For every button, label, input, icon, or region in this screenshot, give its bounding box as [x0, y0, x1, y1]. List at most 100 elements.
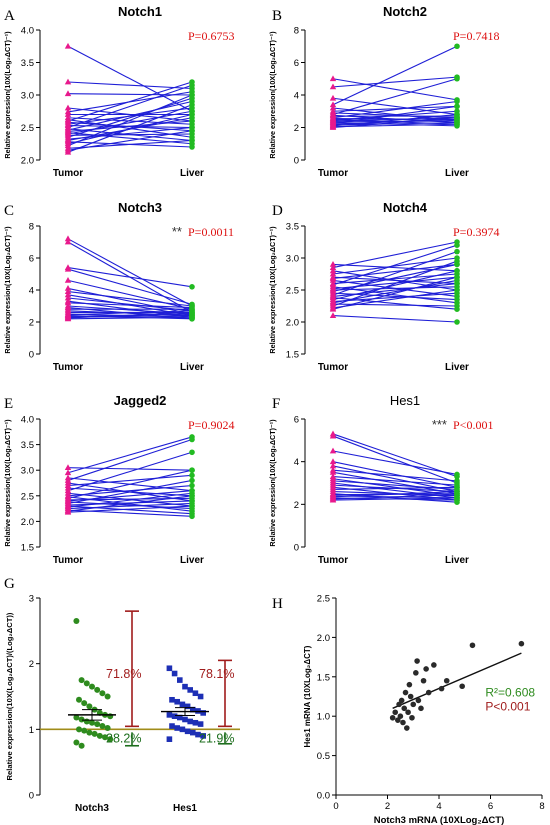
tumor-point: [64, 277, 72, 283]
liver-point: [189, 284, 195, 290]
y-tick-label: 4.0: [21, 415, 34, 426]
notch3-point: [99, 690, 106, 697]
pair-line: [67, 492, 193, 508]
liver-point: [189, 467, 195, 474]
pair-line: [67, 505, 193, 513]
liver-point: [189, 92, 195, 98]
pair-line: [332, 100, 458, 119]
y-tick-label: 1.0: [317, 712, 330, 723]
pair-line: [332, 450, 458, 476]
notch3-point: [78, 742, 85, 749]
y-tick-label: 3.5: [286, 222, 299, 233]
x-category-label: Hes1: [173, 803, 197, 814]
y-axis-label: Relative expression(10X(Log₂ΔCT)⁻¹): [3, 419, 12, 547]
x-category-label: Liver: [180, 362, 204, 373]
pair-line: [332, 117, 458, 129]
tumor-point: [64, 265, 72, 272]
tumor-point: [64, 508, 72, 515]
data-point: [410, 701, 417, 708]
hes1-point: [197, 693, 204, 700]
hes1-point: [166, 736, 173, 742]
y-axis-label: Relative expression(10X(Log₂ΔCT)⁻¹): [3, 31, 12, 159]
notch3-point: [89, 683, 95, 690]
p-value-label: P=0.0011: [188, 225, 234, 239]
liver-point: [454, 471, 460, 478]
y-tick-label: 1.5: [286, 350, 299, 361]
x-category-label: Tumor: [318, 555, 348, 566]
x-category-label: Liver: [180, 555, 204, 566]
tumor-point: [329, 101, 337, 108]
pair-line: [332, 45, 458, 106]
notch3-point: [81, 727, 88, 734]
r-squared-label: R²=0.608: [485, 686, 535, 700]
y-tick-label: 4: [29, 286, 34, 297]
liver-point: [454, 287, 460, 293]
hes1-point: [190, 729, 196, 736]
liver-point: [189, 449, 195, 456]
y-tick-label: 2.5: [21, 123, 34, 134]
y-tick-label: 4.0: [21, 26, 34, 37]
tumor-point: [64, 78, 72, 85]
x-category-label: Tumor: [53, 555, 83, 566]
liver-point: [189, 472, 195, 479]
tumor-point: [329, 264, 337, 270]
hes1-point: [190, 706, 196, 713]
x-axis-label: Notch3 mRNA (10XLog₂ΔCT): [374, 815, 505, 825]
pair-line: [332, 241, 458, 269]
pct-below-label: 28.2%: [106, 731, 141, 745]
notch3-point: [76, 726, 82, 733]
y-tick-label: 2.0: [317, 633, 330, 644]
pair-line: [332, 435, 458, 484]
panel-f: F 0 2 4 6 Relative expression(10X(Log₂ΔCT)⁻¹)…: [268, 393, 493, 566]
liver-point: [189, 436, 195, 443]
data-point: [409, 714, 415, 721]
pair-line: [332, 244, 458, 286]
liver-point: [189, 477, 195, 484]
pair-line: [67, 469, 193, 499]
y-tick-label: 0: [294, 543, 299, 554]
y-tick-label: 3.5: [21, 58, 34, 69]
x-category-label: Tumor: [318, 168, 348, 179]
x-category-label: Tumor: [53, 362, 83, 373]
panel-letter: D: [272, 203, 283, 219]
pair-line: [332, 289, 458, 309]
liver-point: [454, 268, 460, 274]
panel-letter: B: [272, 8, 282, 24]
y-tick-label: 2.5: [286, 286, 299, 297]
pair-line: [67, 130, 193, 151]
tumor-point: [329, 277, 337, 283]
panel-e: E 1.5 2.0 2.5 3.0 3.5 4.0 Relative expression(1…: [3, 393, 234, 566]
pct-below-label: 21.9%: [199, 731, 234, 745]
liver-point: [454, 258, 460, 265]
tumor-point: [64, 148, 72, 155]
hes1-point: [192, 690, 199, 697]
pair-line: [332, 78, 458, 101]
y-axis-label: Relative expression(10X(Log₂ΔCT)⁻¹): [268, 419, 277, 547]
data-point: [431, 662, 437, 668]
notch3-point: [81, 700, 88, 707]
pair-line: [332, 486, 458, 490]
panel-g: G 0 1 2 3 Relative expression(10X(Log₂ΔCT)/(L…: [4, 576, 240, 814]
hes1-point: [169, 723, 175, 729]
pair-line: [67, 302, 193, 309]
data-point: [404, 725, 410, 731]
y-tick-label: 8: [29, 222, 34, 233]
notch3-point: [78, 716, 85, 723]
pair-line: [67, 267, 193, 288]
tumor-point: [329, 270, 337, 277]
notch3-point: [73, 714, 80, 721]
liver-point: [454, 478, 460, 484]
data-point: [443, 677, 450, 684]
pair-line: [67, 279, 193, 310]
tumor-point: [329, 468, 337, 475]
panel-letter: C: [4, 203, 14, 219]
data-point: [469, 642, 476, 649]
y-tick-label: 0: [294, 156, 299, 167]
pair-line: [67, 104, 193, 153]
liver-point: [454, 75, 460, 82]
pair-line: [67, 84, 193, 129]
tumor-point: [64, 42, 72, 49]
y-axis-label: Relative expression(10X(Log₂ΔCT)⁻¹): [268, 31, 277, 159]
tumor-point: [64, 299, 72, 306]
y-tick-label: 1: [29, 725, 34, 736]
